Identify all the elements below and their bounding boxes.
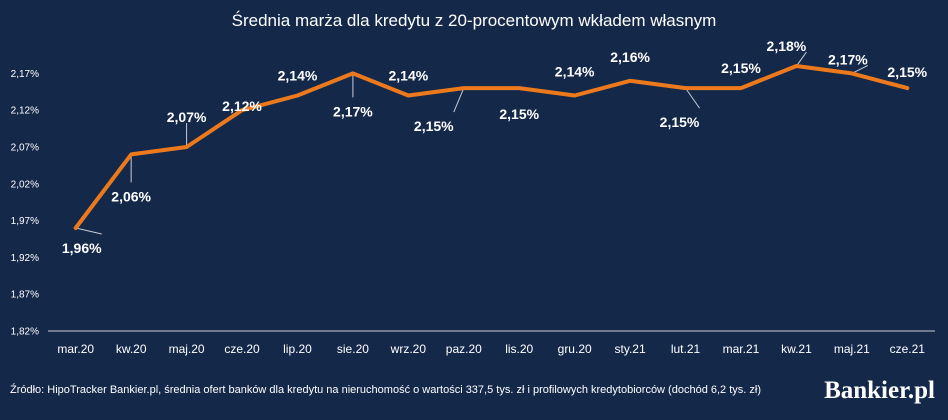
x-tick-label: kw.21: [781, 342, 812, 356]
data-label: 2,06%: [111, 188, 151, 204]
series-line: [73, 64, 910, 230]
x-tick-label: mar.20: [57, 342, 94, 356]
data-label: 2,15%: [721, 60, 761, 76]
label-leader-line: [75, 227, 102, 235]
data-label: 2,16%: [610, 49, 650, 65]
y-tick-label: 1,82%: [11, 327, 39, 338]
data-label: 1,96%: [62, 240, 102, 256]
brand-logo: Bankier.pl: [824, 377, 935, 404]
x-axis: mar.20 kw.20 maj.20 cze.20 lip.20 sie.20 wrz.2…: [57, 342, 925, 356]
source-note: Źródło: HipoTracker Bankier.pl, średnia …: [10, 383, 761, 396]
x-tick-label: lip.20: [283, 342, 312, 356]
x-tick-label: maj.21: [834, 342, 870, 356]
label-leader-lines: [75, 51, 869, 235]
x-tick-label: maj.20: [169, 342, 205, 356]
label-leader-line: [453, 87, 465, 113]
data-label: 2,14%: [388, 67, 428, 83]
y-tick-label: 2,12%: [11, 106, 39, 117]
x-tick-label: kw.20: [116, 342, 147, 356]
x-tick-label: mar.21: [723, 342, 760, 356]
y-tick-label: 1,92%: [11, 253, 39, 264]
x-tick-label: sty.21: [615, 342, 646, 356]
data-label: 2,12%: [222, 98, 262, 114]
x-tick-label: lis.20: [505, 342, 533, 356]
data-label: 2,14%: [278, 67, 318, 83]
x-tick-label: cze.20: [224, 342, 260, 356]
data-label: 2,14%: [555, 63, 595, 79]
y-tick-label: 1,87%: [11, 290, 39, 301]
data-label: 2,15%: [660, 114, 700, 130]
data-label: 2,17%: [828, 51, 868, 67]
data-label: 2,15%: [887, 64, 927, 80]
data-label: 2,17%: [333, 103, 373, 119]
x-tick-label: gru.20: [558, 342, 592, 356]
y-tick-label: 2,17%: [11, 69, 39, 80]
x-tick-label: paz.20: [446, 342, 482, 356]
data-labels: 1,96% 2,06% 2,07% 2,12% 2,14% 2,17% 2,14% 2,15%…: [62, 38, 928, 256]
y-tick-label: 2,07%: [11, 143, 39, 154]
label-leader-line: [685, 87, 700, 109]
label-leader-line: [795, 51, 807, 67]
data-label: 2,15%: [499, 106, 539, 122]
chart-title: Średnia marża dla kredytu z 20-procentow…: [232, 11, 717, 30]
x-tick-label: sie.20: [337, 342, 369, 356]
data-label: 2,15%: [414, 118, 454, 134]
y-axis: 1,82% 1,87% 1,92% 1,97% 2,02% 2,07% 2,12% 2,17%: [11, 69, 39, 338]
x-tick-label: lut.21: [671, 342, 701, 356]
y-tick-label: 1,97%: [11, 216, 39, 227]
data-label: 2,18%: [767, 38, 807, 54]
data-label: 2,07%: [167, 109, 207, 125]
x-tick-label: cze.21: [890, 342, 926, 356]
y-tick-label: 2,02%: [11, 179, 39, 190]
x-tick-label: wrz.20: [390, 342, 427, 356]
